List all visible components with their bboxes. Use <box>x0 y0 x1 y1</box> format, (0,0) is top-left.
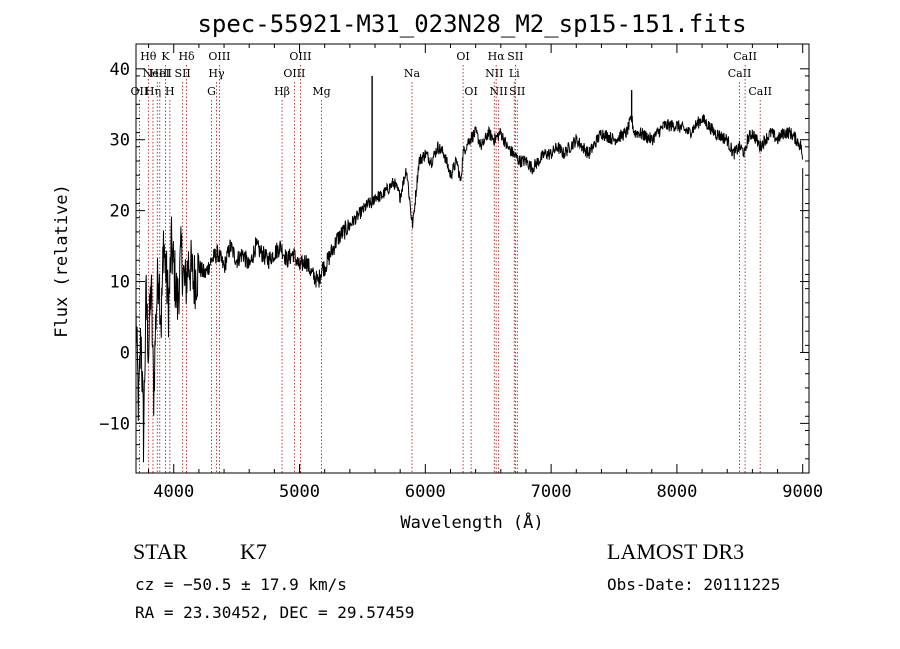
line-marker-label: Mg <box>312 85 330 98</box>
line-marker-label: OI <box>456 50 469 63</box>
line-marker-label: H <box>165 85 175 98</box>
spectrum-line <box>135 114 803 463</box>
line-marker-label: Hη <box>145 85 161 98</box>
line-marker-label: NII <box>490 85 508 98</box>
object-subclass: K7 <box>240 539 267 564</box>
y-tick-label: −10 <box>99 414 130 434</box>
y-tick-label: 10 <box>110 273 130 293</box>
x-tick-label: 6000 <box>405 482 446 502</box>
line-marker-label: K <box>161 50 170 63</box>
line-marker-label: OI <box>464 85 477 98</box>
line-marker-label: NII <box>485 67 503 80</box>
line-marker-label: CaII <box>728 67 752 80</box>
x-tick-label: 4000 <box>153 482 194 502</box>
x-tick-label: 8000 <box>656 482 697 502</box>
y-axis-label: Flux (relative) <box>52 184 72 338</box>
line-marker-label: Li <box>509 67 520 80</box>
x-tick-label: 7000 <box>531 482 572 502</box>
line-marker-label: Hγ <box>208 67 225 80</box>
line-marker-label: Hα <box>488 50 506 63</box>
line-marker-label: Na <box>404 67 421 80</box>
line-marker-label: NeIII <box>143 67 172 80</box>
line-marker-label: Hθ <box>140 50 157 63</box>
coordinates-info: RA = 23.30452, DEC = 29.57459 <box>135 603 415 622</box>
plot-frame <box>135 43 810 474</box>
y-tick-label: 0 <box>120 343 130 363</box>
line-marker-label: G <box>207 85 216 98</box>
x-tick-label: 5000 <box>279 482 320 502</box>
line-marker-label: OIII <box>283 67 305 80</box>
observation-date: Obs-Date: 20111225 <box>607 575 781 594</box>
y-tick-label: 30 <box>110 131 130 151</box>
line-marker-label: Hβ <box>274 85 290 98</box>
line-marker-label: HeI <box>150 67 170 80</box>
line-marker-label: OIII <box>289 50 311 63</box>
line-marker-label: OIII <box>208 50 230 63</box>
chart-title: spec-55921-M31_023N28_M2_sp15-151.fits <box>197 10 746 38</box>
line-marker-label: SII <box>175 67 191 80</box>
line-marker-label: Hδ <box>178 50 195 63</box>
line-marker-label: SII <box>509 85 525 98</box>
axes: 4000 5000 6000 7000 8000 9000 −10 0 10 20 30 40 <box>99 44 823 502</box>
line-markers: OIIHθHηNeIIIHeIKHSIIHδGHγOIIIHβOIIIOIIIM… <box>131 50 772 473</box>
survey-name: LAMOST DR3 <box>607 539 745 564</box>
x-tick-label: 9000 <box>782 482 823 502</box>
line-marker-label: OII <box>131 85 149 98</box>
line-marker-label: SII <box>507 50 523 63</box>
object-class: STAR <box>133 539 188 564</box>
y-tick-label: 20 <box>110 202 130 222</box>
x-axis-label: Wavelength (Å) <box>400 511 543 533</box>
line-marker-label: CaII <box>748 85 772 98</box>
redshift-info: cz = −50.5 ± 17.9 km/s <box>135 575 347 594</box>
y-tick-label: 40 <box>110 60 130 80</box>
line-marker-label: CaII <box>733 50 757 63</box>
spectrum-series <box>135 75 804 463</box>
